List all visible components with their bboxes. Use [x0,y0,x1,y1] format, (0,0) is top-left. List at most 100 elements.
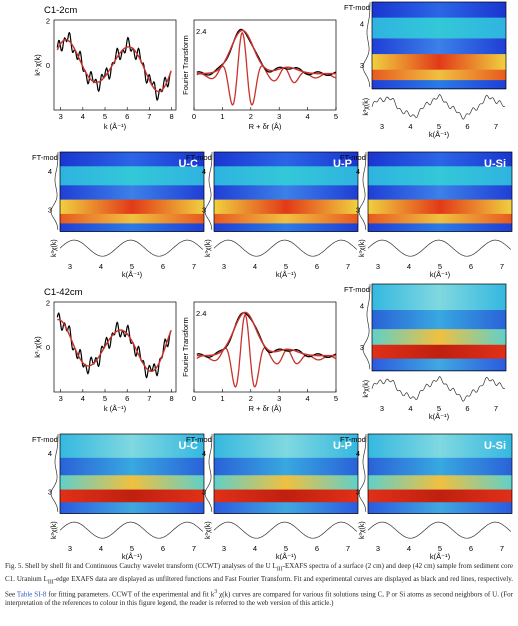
wavelet-band [372,329,506,346]
x-tick-label: 7 [192,262,196,271]
caption-table-link[interactable]: Table SI-8 [16,589,47,598]
wavelet-panel: FT-mod 4 3 k³χ(k) 3 4 5 6 7 k(Å⁻¹) [344,283,507,421]
fit-curve [56,39,172,93]
fourier-panel: 0 1 2 3 4 5 2.4 R + δr (Å) Fourier Transform [181,19,338,131]
wavelet-band [214,166,358,186]
k3chi-label: k³χ(k) [205,521,212,539]
x-axis-label: k(Å⁻¹) [276,270,297,279]
caption-text-4: for fitting parameters. CCWT of the expe… [46,589,215,598]
y-tick-label: 4 [360,19,364,28]
x-tick-label: 3 [380,122,384,131]
wavelet-band [372,344,506,360]
x-tick-label: 3 [277,394,281,403]
x-tick-label: 7 [346,544,350,553]
k3chi-curve [367,239,512,257]
ft-mod-label: FT-mod [340,435,366,444]
x-tick-label: 5 [284,544,288,553]
caption-sup: 3 [214,588,218,595]
x-tick-label: 4 [81,394,85,403]
caption-text-5: χ(k) curves are compared for various fit… [5,589,513,608]
x-tick-label: 5 [437,122,441,131]
ft-mod-label: FT-mod [344,3,370,12]
x-axis-label: k(Å⁻¹) [430,552,451,560]
y-tick-label: 3 [202,487,206,496]
wavelet-frame [367,433,513,514]
x-tick-label: 6 [161,544,165,553]
k3chi-label: k³χ(k) [363,380,370,398]
k3chi-curve [371,376,506,402]
fourier-panel: 0 1 2 3 4 5 2.4 R + δr (Å) Fourier Transform [181,301,338,413]
sample-label: C1-2cm [44,5,77,16]
ft-mod-label: FT-mod [186,435,212,444]
wavelet-band [60,152,204,167]
x-axis-label: k(Å⁻¹) [430,270,451,279]
ft-mod-label: FT-mod [32,153,58,162]
wavelet-title: U-Si [484,440,506,452]
fourier-axes [193,19,337,111]
x-tick-label: 6 [469,544,473,553]
wavelet-title: U-P [333,440,352,452]
x-tick-label: 3 [59,112,63,121]
fit-curve [57,318,172,372]
x-tick-label: 4 [408,122,412,131]
wavelet-map [367,151,513,232]
y-tick-label: 3 [48,487,52,496]
x-tick-label: 2 [249,112,253,121]
x-axis-label: k (Å⁻¹) [104,122,127,131]
ft-mod-profile [358,152,367,230]
x-tick-label: 3 [68,544,72,553]
wavelet-frame [59,433,205,514]
wavelet-band [368,199,512,215]
wavelet-band [368,185,512,201]
x-tick-label: 7 [500,544,504,553]
wavelet-band [368,489,512,503]
y-tick-label: 4 [48,167,52,176]
wavelet-band [368,223,512,232]
wavelet-band [372,17,506,39]
wavelet-band [372,2,506,19]
wavelet-panel: FT-mod 4 3 k³χ(k) 3 4 5 6 7 k(Å⁻¹) [344,1,507,139]
wavelet-band [60,502,204,514]
x-tick-label: 8 [169,112,173,121]
figure: C1-2cm 3 4 5 6 7 8 2 0 k (Å⁻¹) k³·χ(k) 0 1 2 3 4 5 2.4 R +… [32,1,513,560]
x-tick-label: 7 [494,122,498,131]
x-tick-label: 6 [465,404,469,413]
x-tick-label: 7 [494,404,498,413]
wavelet-band [60,223,204,232]
x-tick-label: 7 [147,112,151,121]
exafs-axes [53,301,177,393]
k3chi-curve [59,239,204,257]
wavelet-title: U-Si [484,158,506,170]
k3chi-curve [213,521,358,539]
wavelet-band [214,223,358,232]
y-tick-label: 3 [356,487,360,496]
x-tick-label: 6 [469,262,473,271]
x-tick-label: 4 [99,262,103,271]
x-tick-label: 5 [103,394,107,403]
wavelet-band [368,502,512,514]
k3chi-curve [59,521,204,539]
wavelet-band [214,213,358,224]
wavelet-frame [213,433,359,514]
ft-mod-profile [50,434,59,512]
wavelet-band [214,152,358,167]
wavelet-panel: FT-mod 4 3 U-Si k³χ(k) 3 4 5 6 7 k(Å⁻¹) [340,151,513,279]
ft-mod-profile [362,2,371,88]
x-tick-label: 4 [408,404,412,413]
ft-mod-label: FT-mod [340,153,366,162]
wavelet-band [372,310,506,330]
x-tick-label: 0 [192,112,196,121]
wavelet-band [372,284,506,311]
x-axis-label: R + δr (Å) [249,122,282,131]
k3chi-label: k³χ(k) [51,521,58,539]
x-tick-label: 6 [161,262,165,271]
x-axis-label: k(Å⁻¹) [429,130,450,139]
x-tick-label: 3 [376,544,380,553]
y-tick-label: 0 [46,343,50,352]
k3chi-curve [371,94,506,120]
y-tick-label: 3 [360,343,364,352]
x-tick-label: 3 [277,112,281,121]
wavelet-map [371,283,507,372]
x-tick-label: 5 [437,404,441,413]
x-tick-label: 5 [284,262,288,271]
